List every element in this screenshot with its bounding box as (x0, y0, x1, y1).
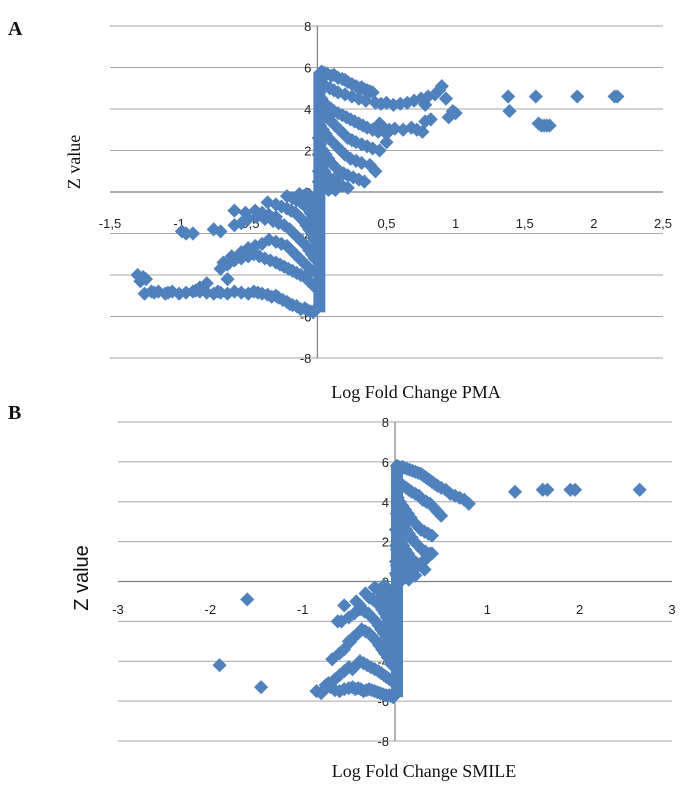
data-point (368, 164, 383, 179)
x-tick-label: -1,5 (99, 216, 121, 231)
data-point (632, 482, 647, 497)
y-tick-label: -8 (300, 351, 312, 366)
data-point (461, 496, 476, 511)
data-point (424, 528, 440, 543)
data-point (337, 598, 352, 613)
data-point (260, 195, 275, 210)
y-tick-label: -6 (377, 694, 389, 709)
x-tick-label: 2,5 (654, 216, 672, 231)
x-tick-label: 0,5 (377, 216, 395, 231)
data-point (528, 89, 543, 104)
data-point (330, 614, 345, 629)
data-point (441, 110, 456, 125)
x-tick-label: 1 (484, 602, 491, 617)
data-point (213, 224, 228, 239)
y-tick-label: -8 (377, 734, 389, 749)
y-tick-label: 2 (304, 144, 311, 159)
data-point (331, 168, 346, 183)
data-point (299, 187, 314, 202)
scatter-plot-b: -8-6-4-202468-3-2-10123Log Fold Change S… (71, 415, 676, 781)
data-point (241, 211, 256, 227)
data-point (340, 180, 355, 195)
data-point (358, 586, 373, 601)
chart-panel-a: A -8-6-4-202468-1,5-1-0,500,511,522,5Log… (8, 18, 672, 402)
data-point (367, 580, 382, 595)
x-tick-label: 1 (452, 216, 459, 231)
y-tick-label: 6 (304, 61, 311, 76)
data-point (438, 91, 454, 106)
data-point (379, 135, 394, 150)
data-point (321, 676, 336, 691)
data-point (254, 680, 269, 695)
y-tick-label: 4 (382, 495, 389, 510)
y-axis-title: Z value (64, 135, 84, 189)
data-point (507, 484, 523, 499)
x-tick-label: -3 (112, 602, 124, 617)
data-point (357, 174, 372, 189)
dense-point-cluster (391, 465, 403, 698)
data-point (542, 118, 557, 133)
x-tick-label: -1 (173, 216, 185, 231)
data-point (411, 558, 426, 573)
data-point (136, 270, 151, 285)
y-axis-title: Z value (71, 545, 93, 611)
data-point (185, 226, 201, 241)
data-point (279, 189, 295, 204)
data-point (192, 280, 207, 295)
data-point (358, 93, 373, 108)
y-tick-label: -4 (377, 654, 389, 669)
data-point (434, 508, 449, 523)
data-point (224, 249, 239, 264)
data-point (376, 578, 391, 593)
y-tick-label: 4 (304, 102, 311, 117)
data-point (240, 592, 255, 607)
x-tick-label: 3 (668, 602, 675, 617)
data-point (365, 85, 380, 100)
x-axis-title: Log Fold Change PMA (331, 382, 501, 402)
x-tick-label: 1,5 (516, 216, 534, 231)
data-point (415, 124, 430, 139)
data-point (137, 286, 152, 301)
data-point (434, 79, 449, 94)
panel-label-a: A (8, 18, 23, 40)
x-axis-title: Log Fold Change SMILE (332, 761, 517, 781)
data-point (502, 104, 517, 119)
data-point (423, 112, 438, 127)
data-point (268, 209, 283, 224)
y-tick-label: 8 (382, 415, 389, 430)
data-point (540, 482, 555, 497)
panel-label-b: B (8, 402, 22, 424)
data-point (220, 272, 235, 287)
data-point (326, 178, 342, 193)
y-tick-label: -6 (300, 310, 312, 325)
y-tick-label: 6 (382, 455, 389, 470)
x-tick-label: -2 (205, 602, 217, 617)
data-point (227, 203, 242, 218)
data-point (349, 594, 364, 609)
y-tick-label: 2 (382, 535, 389, 550)
data-point (567, 482, 583, 497)
x-tick-label: 2 (576, 602, 583, 617)
y-tick-label: 8 (304, 19, 311, 34)
data-point (372, 143, 387, 158)
x-tick-label: 2 (590, 216, 597, 231)
chart-panel-b: B -8-6-4-202468-3-2-10123Log Fold Change… (0, 400, 690, 793)
dense-point-cluster (313, 71, 326, 313)
x-tick-label: -1 (297, 602, 309, 617)
data-point (610, 89, 625, 104)
data-point (212, 658, 227, 673)
data-point (570, 89, 585, 104)
data-point (501, 89, 516, 104)
data-point (325, 652, 340, 667)
data-point (309, 684, 324, 699)
data-point (343, 634, 358, 649)
data-point (379, 126, 394, 141)
data-point (216, 255, 231, 270)
